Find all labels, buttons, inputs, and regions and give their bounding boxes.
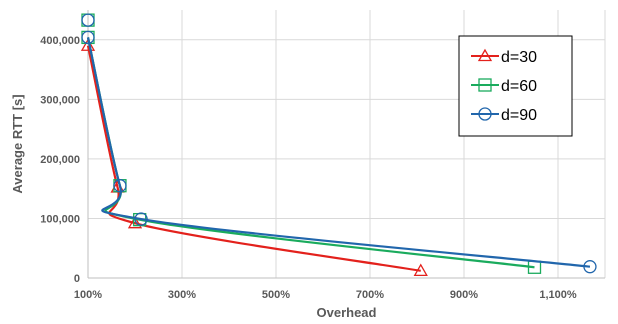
gridlines: [88, 10, 606, 278]
y-tick-label: 400,000: [40, 35, 80, 47]
legend-marker: [478, 78, 492, 92]
legend-label: d=90: [501, 107, 537, 124]
x-tick-label: 1,100%: [539, 289, 577, 301]
series-line: [86, 37, 591, 268]
data-point: [113, 179, 127, 193]
x-tick-label: 900%: [450, 289, 478, 301]
data-point: [81, 13, 95, 27]
legend-label: d=30: [501, 49, 537, 66]
data-point: [134, 212, 148, 226]
x-axis-title: Overhead: [317, 305, 377, 320]
series-d=90: [81, 13, 597, 274]
x-tick-label: 700%: [356, 289, 384, 301]
tick-labels: 100% 300% 500% 700% 900% 1,100% 0 100,000 200,00…: [40, 35, 577, 301]
legend: d=30 d=60 d=90: [458, 35, 573, 137]
data-point: [583, 260, 597, 274]
x-tick-label: 100%: [74, 289, 102, 301]
data-point: [81, 30, 95, 45]
axes: [87, 10, 605, 279]
data-point: [413, 263, 428, 277]
y-tick-label: 0: [74, 273, 80, 285]
y-tick-label: 200,000: [40, 154, 80, 166]
series-layer: [80, 13, 597, 277]
series-line: [86, 45, 421, 272]
data-point: [127, 215, 143, 229]
x-tick-label: 300%: [168, 289, 196, 301]
y-tick-label: 300,000: [40, 94, 80, 106]
y-axis-title: Average RTT [s]: [10, 94, 25, 193]
x-tick-label: 500%: [262, 289, 290, 301]
data-point: [80, 38, 96, 51]
y-tick-label: 100,000: [40, 213, 80, 225]
legend-marker: [478, 107, 492, 121]
legend-label: d=60: [501, 78, 537, 95]
legend-marker: [477, 48, 493, 62]
